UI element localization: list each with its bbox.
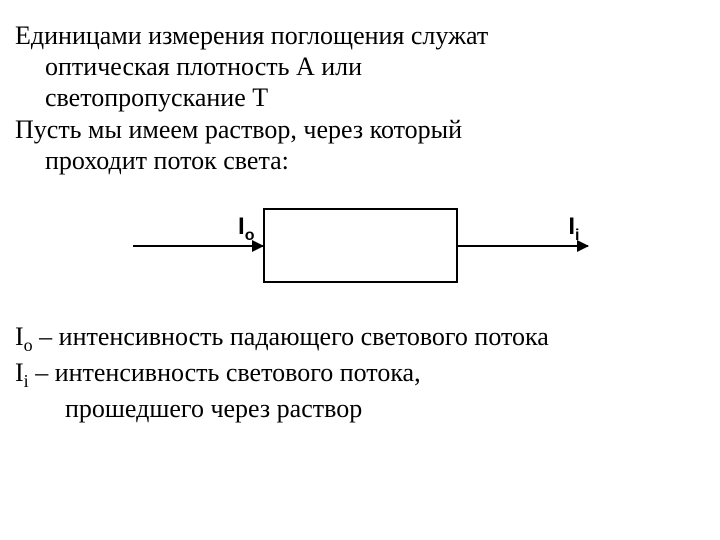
outgoing-arrow-wrapper: Ii: [458, 245, 588, 247]
intro-line2: оптическая плотность А или: [15, 51, 705, 82]
incoming-arrow-line: [133, 245, 263, 247]
definitions-block: Io – интенсивность падающего светового п…: [15, 321, 705, 424]
def-ii-symbol-main: I: [15, 358, 24, 387]
def-io-symbol-sub: o: [24, 335, 33, 355]
def-io-symbol-main: I: [15, 322, 24, 351]
incoming-arrow-head-icon: [252, 240, 264, 252]
intro-line5: проходит поток света:: [15, 145, 705, 176]
definition-ii: Ii – интенсивность светового потока,: [15, 357, 705, 393]
def-ii-text: – интенсивность светового потока,: [29, 358, 421, 387]
intro-paragraph: Единицами измерения поглощения служат оп…: [15, 20, 705, 176]
outgoing-arrow-head-icon: [577, 240, 589, 252]
def-io-text: – интенсивность падающего светового пото…: [33, 322, 549, 351]
definition-ii-line2: прошедшего через раствор: [15, 393, 705, 424]
solution-box: [263, 208, 458, 283]
incoming-arrow-wrapper: Io: [133, 245, 263, 247]
intro-line1: Единицами измерения поглощения служат: [15, 20, 705, 51]
intro-line3: светопропускание Т: [15, 82, 705, 113]
label-i-zero-main: I: [238, 213, 245, 240]
light-absorption-diagram: Io Ii: [15, 206, 705, 286]
outgoing-arrow-line: [458, 245, 588, 247]
intro-line4: Пусть мы имеем раствор, через который: [15, 114, 705, 145]
definition-io: Io – интенсивность падающего светового п…: [15, 321, 705, 357]
